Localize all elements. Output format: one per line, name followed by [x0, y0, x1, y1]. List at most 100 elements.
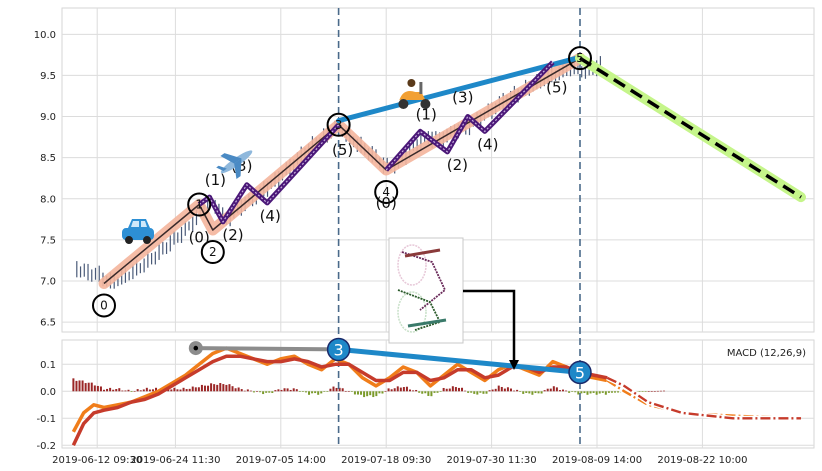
macd-histogram-bar [522, 391, 525, 394]
macd-histogram-bar [638, 391, 641, 392]
macd-histogram-bar [448, 388, 451, 392]
macd-histogram-bar [604, 391, 607, 395]
macd-histogram-bar [384, 391, 387, 392]
main-wave-circle [326, 112, 351, 137]
macd-histogram-bar [503, 388, 506, 392]
macd-histogram-bar [268, 391, 271, 393]
macd-histogram-bar [151, 389, 154, 392]
macd-histogram-bar [607, 391, 610, 393]
inset-shape [397, 291, 427, 333]
macd-histogram-bar [274, 390, 277, 392]
macd-y-tick-label: -0.2 [36, 441, 56, 452]
macd-histogram-bar [467, 391, 470, 393]
macd-histogram-bar [537, 391, 540, 394]
macd-histogram-bar [249, 390, 252, 392]
macd-histogram-bar [246, 389, 249, 392]
macd-histogram-bar [225, 384, 228, 392]
main-wave-circle [92, 293, 116, 318]
macd-histogram-bar [145, 387, 148, 392]
macd-histogram-bar [133, 390, 136, 392]
macd-histogram-bar [304, 391, 307, 393]
main-wave-marker: 4 [374, 180, 399, 204]
macd-histogram-bar [516, 389, 519, 392]
macd-histogram-bar [197, 387, 200, 392]
macd-y-tick-label: 0.1 [40, 360, 56, 371]
macd-histogram-bar [335, 387, 338, 392]
macd-histogram-bar [332, 386, 335, 392]
macd-histogram-bar [167, 389, 170, 392]
sub-wave-label: (2) [222, 226, 243, 244]
macd-histogram-bar [228, 384, 231, 392]
sub-wave-label: (5) [546, 78, 567, 96]
macd-histogram-bar [222, 384, 225, 392]
macd-histogram-bar [96, 385, 99, 392]
macd-histogram-bar [528, 391, 531, 394]
macd-histogram-bar [534, 391, 537, 394]
macd-histogram-bar [366, 391, 369, 397]
macd-histogram-bar [390, 389, 393, 392]
macd-histogram-bar [317, 391, 320, 395]
macd-histogram-bar [592, 391, 595, 393]
macd-histogram-bar [509, 388, 512, 392]
macd-histogram-bar [124, 390, 127, 392]
macd-histogram-bar [473, 391, 476, 394]
macd-histogram-bar [488, 390, 491, 392]
macd-histogram-bar [118, 388, 121, 392]
macd-histogram-bar [109, 387, 112, 392]
macd-histogram-bar [589, 391, 592, 394]
price-y-tick-label: 6.5 [40, 318, 56, 329]
macd-histogram-bar [506, 387, 509, 392]
macd-histogram-bar [289, 389, 292, 392]
macd-histogram-bar [81, 380, 84, 392]
macd-histogram-bar [595, 391, 598, 395]
price-y-tick-label: 10.0 [34, 30, 56, 41]
macd-histogram-bar [252, 391, 255, 393]
macd-histogram-bar [454, 387, 457, 392]
inset-curve [401, 251, 447, 311]
macd-histogram-bar [200, 384, 203, 392]
sub-wave-label: (5) [332, 141, 353, 159]
airplane-icon [216, 150, 253, 179]
main-wave-label: 2 [209, 245, 217, 259]
main-wave-label: 0 [100, 298, 108, 312]
macd-histogram-bar [457, 387, 460, 392]
macd-histogram-bar [393, 388, 396, 392]
sub-wave-label: (0) [189, 229, 210, 247]
macd-histogram-bar [540, 391, 543, 394]
macd-histogram-bar [610, 391, 613, 393]
macd-histogram-bar [360, 391, 363, 395]
macd-histogram-bar [84, 383, 87, 392]
macd-histogram-bar [103, 389, 105, 392]
macd-histogram-bar [90, 382, 93, 392]
macd-histogram-bar [323, 391, 326, 392]
macd-histogram-bar [320, 391, 323, 394]
sub-wave-dots [385, 61, 554, 171]
macd-histogram-bar [378, 391, 381, 394]
macd-histogram-bar [586, 391, 589, 395]
macd-histogram [72, 378, 665, 398]
macd-histogram-bar [583, 391, 586, 394]
macd-histogram-bar [326, 391, 329, 392]
macd-histogram-bar [231, 386, 234, 392]
main-wave-marker: 2 [200, 240, 225, 265]
macd-histogram-bar [240, 389, 243, 392]
macd-histogram-bar [445, 388, 448, 392]
macd-histogram-bar [185, 389, 188, 392]
macd-histogram-bar [372, 391, 375, 398]
macd-histogram-bar [525, 391, 528, 393]
macd-legend-label: MACD (12,26,9) [727, 348, 806, 359]
macd-histogram-bar [565, 390, 568, 392]
macd-histogram-bar [121, 390, 124, 392]
forecast-line [579, 56, 802, 199]
price-y-tick-label: 7.0 [40, 277, 56, 288]
macd-histogram-bar [375, 391, 378, 397]
macd-histogram-bar [436, 391, 439, 393]
macd-histogram-bar [115, 389, 118, 392]
main-wave-circle [187, 192, 212, 217]
macd-histogram-bar [381, 391, 384, 394]
scooter-icon [398, 78, 431, 109]
macd-histogram-bar [142, 389, 145, 392]
inset-connector-arrow [509, 360, 519, 370]
macd-histogram-bar [301, 391, 304, 392]
